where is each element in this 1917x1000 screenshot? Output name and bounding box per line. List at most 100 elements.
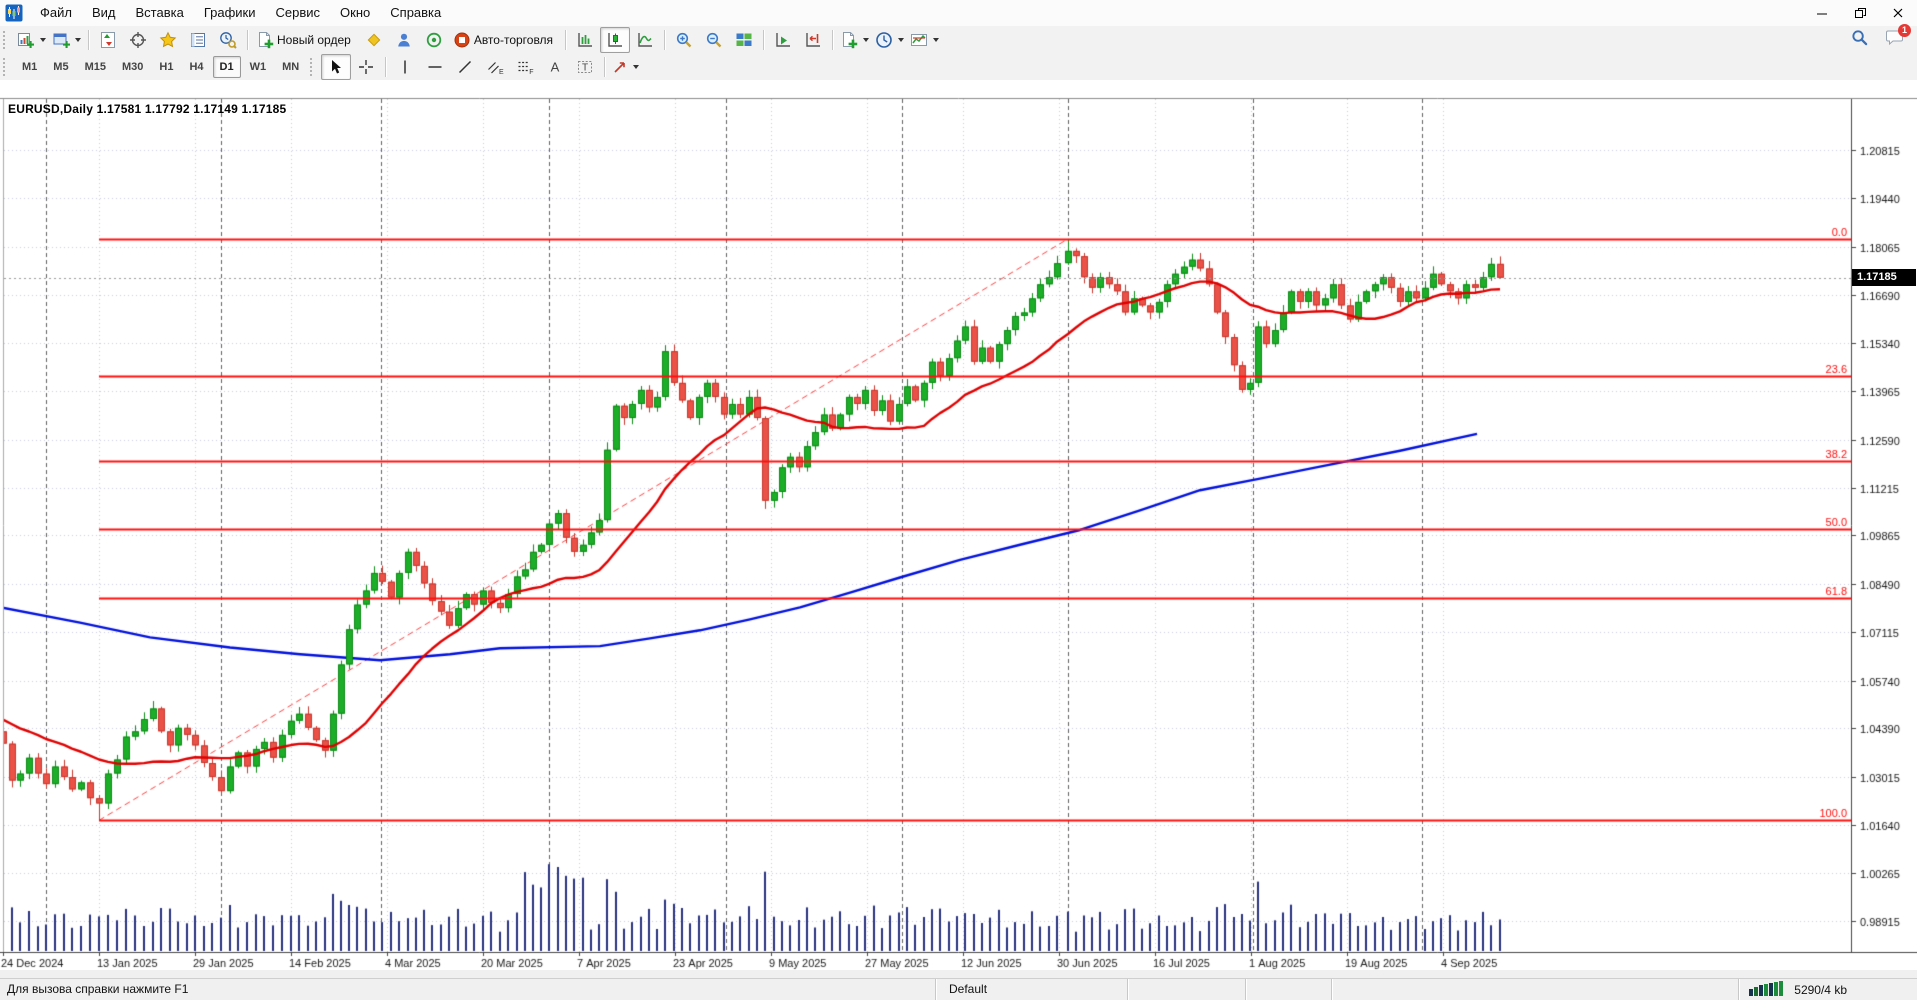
strategy-tester-button[interactable] (213, 27, 243, 53)
timeframe-m5-button[interactable]: M5 (53, 61, 69, 73)
editor-icon (365, 31, 383, 49)
current-price-badge: 1.17185 (1852, 269, 1916, 286)
horizontal-line-tool-button[interactable] (420, 54, 450, 80)
tile-windows-button[interactable] (729, 27, 759, 53)
crosshair-tool-button[interactable] (351, 54, 381, 80)
menu-item-window[interactable]: Окно (340, 5, 371, 20)
menu-item-help[interactable]: Справка (390, 5, 442, 20)
search-icon[interactable] (1851, 29, 1868, 51)
list-icon (189, 31, 207, 49)
toolbar-grip (3, 58, 9, 76)
tiles-icon (735, 31, 753, 49)
new-order-button-label: Новый ордер (277, 33, 351, 47)
timeframe-m30-button[interactable]: M30 (121, 61, 144, 73)
fibonacci-tool-button[interactable]: F (510, 54, 540, 80)
person-icon (395, 31, 413, 49)
chat-badge: 1 (1898, 24, 1911, 37)
new-order-button[interactable]: Новый ордер (252, 27, 359, 53)
cursor-icon (328, 59, 344, 75)
timeframe-h4-button[interactable]: H4 (189, 61, 204, 73)
line-chart-icon (636, 31, 654, 49)
menu-item-view[interactable]: Вид (91, 5, 116, 20)
chevron-down-icon (40, 38, 46, 42)
text-tool-button[interactable]: A (540, 54, 570, 80)
market-watch-icon (99, 31, 117, 49)
autoscroll-icon (774, 31, 792, 49)
chevron-down-icon (898, 38, 905, 42)
toolbar-main: 1 Новый ордер Авто-торговля (0, 24, 1917, 55)
new-chart-button[interactable] (14, 27, 49, 53)
toolbar-separator (664, 30, 666, 50)
cursor-tool-button[interactable] (321, 54, 352, 80)
equidistant-channel-tool-button[interactable]: E (480, 54, 510, 80)
chevron-down-icon (933, 38, 940, 42)
restore-button[interactable] (1841, 0, 1879, 26)
navigator-button[interactable] (153, 27, 183, 53)
templates-button[interactable] (837, 27, 872, 53)
zoom-out-button[interactable] (699, 27, 729, 53)
auto-scroll-button[interactable] (768, 27, 798, 53)
trendline-tool-button[interactable] (450, 54, 480, 80)
data-window-button[interactable] (123, 27, 153, 53)
toolbar-separator (88, 30, 89, 50)
zoom-out-icon (705, 31, 723, 49)
status-profile: Default (935, 979, 1127, 1000)
bar-chart-button[interactable] (570, 27, 600, 53)
indicator-icon (910, 31, 928, 49)
indicators-button[interactable] (907, 27, 942, 53)
terminal-button[interactable] (183, 27, 213, 53)
menu-item-service[interactable]: Сервис (275, 5, 321, 20)
chart-window: EURUSD,Daily 1.17581 1.17792 1.17149 1.1… (0, 80, 1917, 970)
menu-item-file[interactable]: Файл (40, 5, 72, 20)
community-button[interactable] (389, 27, 419, 53)
metaeditor-button[interactable] (359, 27, 389, 53)
market-watch-button[interactable] (93, 27, 123, 53)
candlestick-chart-button[interactable] (600, 27, 631, 53)
timeframe-d1-button[interactable]: D1 (212, 56, 241, 78)
autotrade-icon (453, 31, 471, 49)
status-cell-empty-1 (1127, 979, 1245, 1000)
zoom-in-button[interactable] (669, 27, 699, 53)
autotrading-button[interactable]: Авто-торговля (449, 27, 561, 53)
label-tool-button[interactable]: T (570, 54, 600, 80)
chart-canvas[interactable] (0, 80, 1917, 970)
profiles-button[interactable] (49, 27, 84, 53)
svg-text:F: F (529, 69, 533, 75)
template-icon (840, 31, 858, 49)
crosshair-icon (358, 59, 374, 75)
doc-plus-icon (256, 31, 274, 49)
vertical-line-tool-button[interactable] (390, 54, 420, 80)
status-help-text: Для вызова справки нажмите F1 (7, 982, 189, 996)
timeframe-w1-button[interactable]: W1 (249, 61, 267, 73)
line-chart-button[interactable] (630, 27, 660, 53)
chart-shift-button[interactable] (798, 27, 828, 53)
fibo-icon: F (517, 59, 534, 75)
periods-button[interactable] (872, 27, 907, 53)
menu-bar: Файл Вид Вставка Графики Сервис Окно Справка (30, 0, 451, 26)
hline-icon (427, 59, 443, 75)
chat-icon[interactable]: 1 (1886, 24, 1911, 51)
arrows-tool-button[interactable] (609, 54, 642, 80)
clock-icon (875, 31, 893, 49)
toolbar-separator (832, 30, 834, 50)
close-button[interactable] (1879, 0, 1917, 26)
chart-plus-icon (17, 31, 35, 49)
window-layout-icon (52, 31, 70, 49)
timeframe-mn-button[interactable]: MN (282, 61, 300, 73)
menu-item-insert[interactable]: Вставка (135, 5, 184, 20)
title-bar: Файл Вид Вставка Графики Сервис Окно Справка (0, 0, 1917, 27)
chevron-down-icon (75, 38, 81, 42)
market-button[interactable] (419, 27, 449, 53)
toolbar-separator (763, 30, 765, 50)
candles-chart-icon (606, 31, 624, 49)
status-connection: 5290/4 kb (1738, 979, 1917, 1000)
timeframe-h1-button[interactable]: H1 (159, 61, 174, 73)
minimize-button[interactable] (1803, 0, 1841, 26)
timeframe-m1-button[interactable]: M1 (22, 61, 38, 73)
menu-item-charts[interactable]: Графики (203, 5, 256, 20)
svg-text:E: E (499, 69, 504, 75)
svg-text:A: A (551, 60, 560, 75)
toolbar-separator (385, 57, 387, 77)
timeframe-m15-button[interactable]: M15 (84, 61, 106, 73)
signal-bars-icon (1749, 981, 1789, 999)
